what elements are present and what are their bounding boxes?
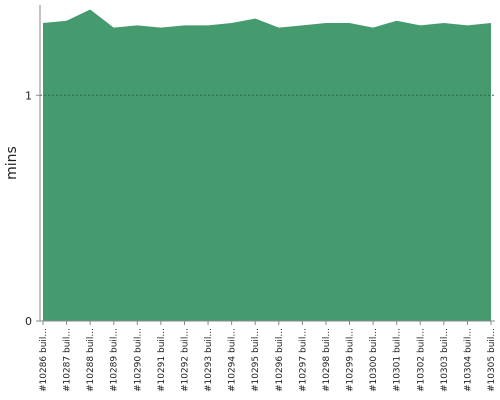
x-tick-label: #10300 buil... bbox=[369, 328, 379, 392]
x-tick-label: #10302 buil... bbox=[416, 328, 426, 392]
x-tick-label: #10292 buil... bbox=[180, 328, 190, 392]
x-tick-label: #10291 buil... bbox=[157, 328, 167, 392]
x-tick-label: #10295 buil... bbox=[251, 328, 261, 392]
x-tick-label: #10299 buil... bbox=[346, 328, 356, 392]
area bbox=[43, 9, 491, 322]
x-tick-label: #10287 buil... bbox=[63, 328, 73, 392]
x-tick-label: #10305 buil... bbox=[487, 328, 497, 392]
y-tick-label: 1 bbox=[25, 89, 32, 102]
x-tick-label: #10298 buil... bbox=[322, 328, 332, 392]
x-tick-label: #10301 buil... bbox=[393, 328, 403, 392]
x-tick-label: #10297 buil... bbox=[298, 328, 308, 392]
y-tick-label: 0 bbox=[25, 315, 32, 328]
x-tick-label: #10286 buil... bbox=[39, 328, 49, 392]
x-tick-label: #10303 buil... bbox=[440, 328, 450, 392]
x-tick-label: #10293 buil... bbox=[204, 328, 214, 392]
x-tick-label: #10288 buil... bbox=[86, 328, 96, 392]
x-tick-label: #10294 buil... bbox=[228, 328, 238, 392]
x-tick-label: #10289 buil... bbox=[110, 328, 120, 392]
x-tick-label: #10290 buil... bbox=[133, 328, 143, 392]
x-tick-label: #10296 buil... bbox=[275, 328, 285, 392]
y-axis-label: mins bbox=[4, 146, 20, 180]
x-tick-label: #10304 buil... bbox=[463, 328, 473, 392]
